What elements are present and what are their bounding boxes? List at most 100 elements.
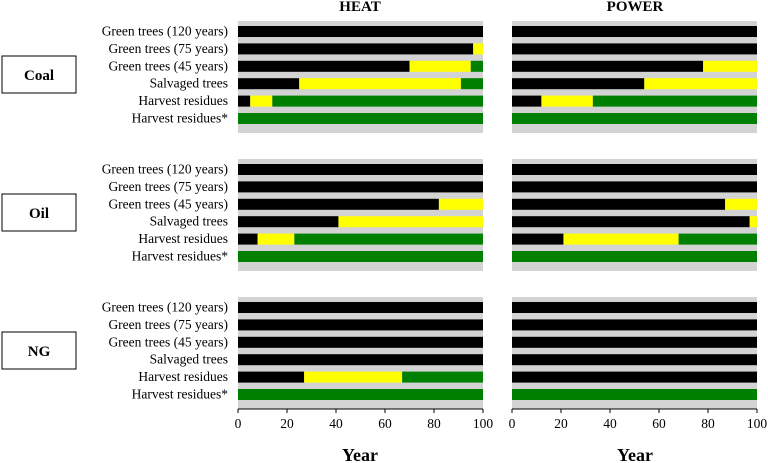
x-tick-label-power-80: 80 bbox=[701, 416, 715, 431]
bar-segment-coal-heat-harvest-residues-green bbox=[238, 113, 483, 124]
row-label-box-coal bbox=[1, 55, 77, 94]
bar-segment-coal-heat-green-trees-45-years-black bbox=[238, 60, 410, 72]
bar-segment-oil-power-green-trees-45-years-yellow bbox=[725, 198, 757, 210]
bar-segment-oil-power-harvest-residues-green bbox=[678, 233, 757, 245]
x-tick-label-power-0: 0 bbox=[509, 416, 516, 431]
bar-segment-oil-heat-salvaged-trees-yellow bbox=[338, 216, 483, 228]
bar-segment-coal-heat-green-trees-45-years-yellow bbox=[409, 60, 471, 72]
row-label-coal: Coal bbox=[24, 68, 54, 84]
bar-segment-coal-heat-green-trees-75-years-black bbox=[238, 43, 474, 55]
category-label-ng-harvest-residues: Harvest residues bbox=[138, 369, 228, 384]
x-tick-label-heat-20: 20 bbox=[280, 416, 294, 431]
bar-segment-coal-heat-harvest-residues-black bbox=[238, 95, 251, 107]
category-label-ng-harvest-residues: Harvest residues* bbox=[132, 387, 229, 402]
category-label-oil-green-trees-75-years: Green trees (75 years) bbox=[108, 179, 228, 194]
bar-segment-coal-heat-green-trees-120-years-black bbox=[238, 26, 483, 37]
bar-segment-oil-heat-harvest-residues-yellow bbox=[257, 233, 295, 245]
x-tick-label-power-20: 20 bbox=[554, 416, 568, 431]
category-label-coal-harvest-residues: Harvest residues bbox=[138, 93, 228, 108]
category-label-ng-green-trees-75-years: Green trees (75 years) bbox=[108, 317, 228, 332]
bar-segment-oil-heat-salvaged-trees-black bbox=[238, 216, 339, 228]
bar-segment-ng-power-green-trees-45-years-black bbox=[512, 336, 757, 348]
bar-segment-coal-power-green-trees-45-years-yellow bbox=[703, 60, 757, 72]
bar-segment-oil-power-harvest-residues-yellow bbox=[563, 233, 679, 245]
x-tick-label-heat-0: 0 bbox=[235, 416, 242, 431]
bar-segment-coal-power-green-trees-75-years-black bbox=[512, 43, 757, 55]
bar-segment-coal-power-salvaged-trees-black bbox=[512, 78, 645, 90]
x-axes-group: 0 20 40 60 80 100 0 20 40 60 80 100 bbox=[235, 408, 768, 431]
category-label-coal-green-trees-75-years: Green trees (75 years) bbox=[108, 41, 228, 56]
category-label-coal-harvest-residues: Harvest residues* bbox=[132, 111, 229, 126]
bar-segment-coal-power-harvest-residues-green bbox=[512, 113, 757, 124]
x-tick-label-heat-60: 60 bbox=[378, 416, 392, 431]
category-label-coal-green-trees-45-years: Green trees (45 years) bbox=[108, 58, 228, 73]
category-label-ng-salvaged-trees: Salvaged trees bbox=[150, 352, 228, 367]
row-label-oil: Oil bbox=[29, 206, 49, 222]
x-tick-label-heat-40: 40 bbox=[329, 416, 343, 431]
bar-segment-oil-power-green-trees-75-years-black bbox=[512, 181, 757, 193]
x-tick-label-power-40: 40 bbox=[603, 416, 617, 431]
bar-segment-ng-power-harvest-residues-black bbox=[512, 371, 757, 383]
bar-segment-oil-heat-harvest-residues-green bbox=[238, 251, 483, 262]
bar-segment-oil-heat-green-trees-45-years-yellow bbox=[438, 198, 483, 210]
column-title-heat: HEAT bbox=[339, 0, 380, 15]
category-label-oil-green-trees-45-years: Green trees (45 years) bbox=[108, 196, 228, 211]
bar-segment-oil-power-green-trees-45-years-black bbox=[512, 198, 726, 210]
bar-segment-oil-power-salvaged-trees-black bbox=[512, 216, 750, 228]
x-tick-label-power-60: 60 bbox=[652, 416, 666, 431]
bar-segment-ng-heat-salvaged-trees-black bbox=[238, 354, 483, 366]
column-title-power: POWER bbox=[607, 0, 664, 15]
bar-segment-ng-heat-green-trees-120-years-black bbox=[238, 302, 483, 313]
bar-segment-ng-power-green-trees-120-years-black bbox=[512, 302, 757, 313]
category-label-ng-green-trees-45-years: Green trees (45 years) bbox=[108, 334, 228, 349]
bar-segment-oil-power-harvest-residues-green bbox=[512, 251, 757, 262]
bar-segment-ng-power-green-trees-75-years-black bbox=[512, 319, 757, 331]
bar-segment-oil-heat-harvest-residues-black bbox=[238, 233, 258, 245]
panels-group bbox=[238, 21, 757, 409]
category-label-coal-green-trees-120-years: Green trees (120 years) bbox=[102, 24, 228, 39]
row-label-box-oil bbox=[1, 193, 77, 232]
category-label-oil-green-trees-120-years: Green trees (120 years) bbox=[102, 162, 228, 177]
x-tick-label-heat-80: 80 bbox=[427, 416, 441, 431]
bar-segment-coal-heat-salvaged-trees-yellow bbox=[299, 78, 461, 90]
category-label-oil-harvest-residues: Harvest residues bbox=[138, 231, 228, 246]
bar-segment-oil-heat-harvest-residues-green bbox=[294, 233, 483, 245]
bar-segment-coal-power-harvest-residues-yellow bbox=[541, 95, 593, 107]
category-label-oil-salvaged-trees: Salvaged trees bbox=[150, 214, 228, 229]
bar-segment-ng-power-salvaged-trees-black bbox=[512, 354, 757, 366]
x-tick-label-power-100: 100 bbox=[747, 416, 768, 431]
bar-segment-ng-heat-harvest-residues-green bbox=[402, 371, 483, 383]
bar-segment-coal-power-harvest-residues-green bbox=[592, 95, 757, 107]
bar-segment-ng-heat-harvest-residues-yellow bbox=[304, 371, 403, 383]
bar-segment-coal-heat-green-trees-45-years-green bbox=[470, 60, 483, 72]
bar-segment-coal-heat-harvest-residues-green bbox=[272, 95, 483, 107]
x-axis-label-heat: Year bbox=[342, 445, 378, 463]
category-label-coal-salvaged-trees: Salvaged trees bbox=[150, 76, 228, 91]
bar-segment-oil-heat-green-trees-45-years-black bbox=[238, 198, 439, 210]
row-label-ng: NG bbox=[28, 344, 51, 360]
bar-segment-coal-power-harvest-residues-black bbox=[512, 95, 542, 107]
bar-segment-ng-power-harvest-residues-green bbox=[512, 389, 757, 400]
bar-segment-oil-heat-green-trees-75-years-black bbox=[238, 181, 483, 193]
bar-segment-ng-heat-harvest-residues-green bbox=[238, 389, 483, 400]
bar-segment-coal-power-green-trees-120-years-black bbox=[512, 26, 757, 37]
bar-segment-ng-heat-harvest-residues-black bbox=[238, 371, 305, 383]
x-tick-label-heat-100: 100 bbox=[473, 416, 494, 431]
row-label-box-ng bbox=[1, 331, 77, 370]
bar-segment-oil-power-harvest-residues-black bbox=[512, 233, 564, 245]
bar-segment-coal-heat-green-trees-75-years-yellow bbox=[473, 43, 483, 55]
labels-group: Green trees (120 years) Green trees (75 y… bbox=[1, 24, 229, 402]
bar-segment-ng-heat-green-trees-75-years-black bbox=[238, 319, 483, 331]
bar-segment-oil-heat-green-trees-120-years-black bbox=[238, 164, 483, 175]
x-axis-label-power: Year bbox=[617, 445, 653, 463]
bar-segment-oil-power-green-trees-120-years-black bbox=[512, 164, 757, 175]
bar-segment-coal-power-green-trees-45-years-black bbox=[512, 60, 704, 72]
bar-segment-oil-power-salvaged-trees-yellow bbox=[749, 216, 757, 228]
bar-segment-coal-heat-harvest-residues-yellow bbox=[250, 95, 273, 107]
bar-segment-coal-power-salvaged-trees-yellow bbox=[644, 78, 757, 90]
bar-segment-coal-heat-salvaged-trees-green bbox=[460, 78, 483, 90]
bar-segment-coal-heat-salvaged-trees-black bbox=[238, 78, 300, 90]
bar-segment-ng-heat-green-trees-45-years-black bbox=[238, 336, 483, 348]
category-label-ng-green-trees-120-years: Green trees (120 years) bbox=[102, 300, 228, 315]
